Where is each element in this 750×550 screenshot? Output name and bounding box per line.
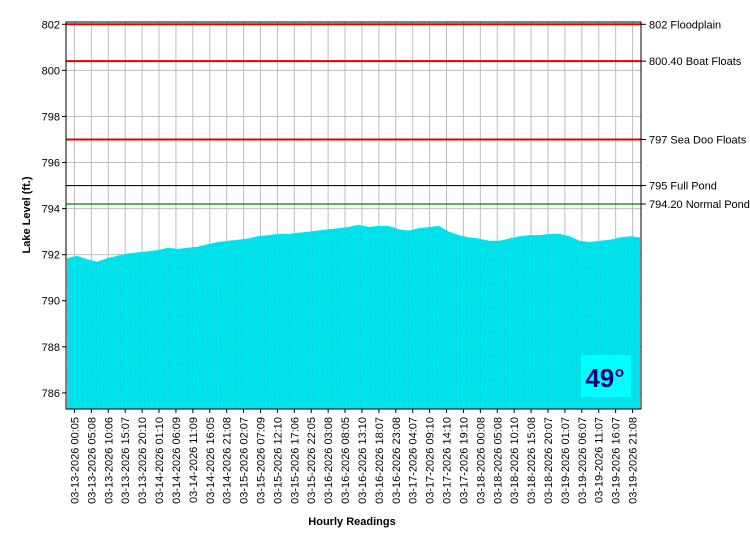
y-tick-label: 790 <box>42 296 60 308</box>
x-axis-title: Hourly Readings <box>308 516 395 528</box>
x-tick-label: 03-17-2026 14:10 <box>442 417 454 504</box>
x-tick-label: 03-19-2026 01:07 <box>560 417 572 504</box>
x-tick-label: 03-16-2026 03:08 <box>323 417 335 504</box>
x-tick-label: 03-13-2026 10:06 <box>103 417 115 504</box>
x-tick-label: 03-14-2026 01:10 <box>154 417 166 504</box>
x-tick-label: 03-18-2026 20:07 <box>543 417 555 504</box>
x-tick-label: 03-19-2026 11:07 <box>594 417 606 503</box>
x-tick-label: 03-18-2026 05:08 <box>492 417 504 504</box>
area-layer <box>67 224 640 409</box>
y-tick-label: 792 <box>42 250 60 262</box>
y-tick-label: 798 <box>42 111 60 123</box>
temperature-text: 49° <box>585 363 624 393</box>
y-axis-ticks: 786 788 790 792 794 796 798 800 802 <box>42 19 66 400</box>
reference-label: 800.40 Boat Floats <box>649 56 742 68</box>
x-tick-label: 03-18-2026 00:08 <box>475 417 487 504</box>
x-tick-label: 03-17-2026 04:07 <box>408 417 420 504</box>
temperature-badge: 49° <box>581 355 631 397</box>
reference-lines: 802 Floodplain 800.40 Boat Floats 797 Sea … <box>66 19 750 211</box>
reference-label: 797 Sea Doo Floats <box>649 134 747 146</box>
x-tick-label: 03-13-2026 00:05 <box>69 417 81 504</box>
x-tick-label: 03-19-2026 16:07 <box>611 417 623 504</box>
x-tick-label: 03-14-2026 11:09 <box>188 417 200 503</box>
x-tick-label: 03-14-2026 21:08 <box>222 417 234 504</box>
reference-label: 794.20 Normal Pond <box>649 199 750 211</box>
temperature-badge-background <box>581 355 631 397</box>
x-tick-label: 03-17-2026 09:10 <box>425 417 437 504</box>
y-tick-label: 796 <box>42 158 60 170</box>
x-tick-label: 03-14-2026 06:09 <box>171 417 183 504</box>
x-tick-label: 03-16-2026 23:08 <box>391 417 403 504</box>
y-axis-title: Lake Level (ft.) <box>21 176 33 253</box>
plot-frame <box>65 21 642 410</box>
x-tick-label: 03-16-2026 18:07 <box>374 417 386 504</box>
x-tick-label: 03-13-2026 20:10 <box>137 417 149 504</box>
x-tick-label: 03-19-2026 21:08 <box>628 417 640 504</box>
x-tick-label: 03-15-2026 02:07 <box>239 417 251 504</box>
x-axis-ticks: 03-13-2026 00:05 03-13-2026 05:08 03-13-20… <box>69 409 640 504</box>
x-tick-label: 03-15-2026 22:05 <box>306 417 318 504</box>
x-tick-label: 03-16-2026 08:05 <box>340 417 352 504</box>
y-tick-label: 794 <box>42 204 60 216</box>
x-tick-label: 03-18-2026 15:08 <box>526 417 538 504</box>
y-tick-label: 800 <box>42 65 60 77</box>
x-tick-label: 03-19-2026 06:07 <box>577 417 589 504</box>
reference-label: 802 Floodplain <box>649 19 721 31</box>
x-tick-label: 03-13-2026 05:08 <box>86 417 98 504</box>
x-tick-label: 03-15-2026 07:09 <box>255 417 267 504</box>
y-tick-label: 802 <box>42 19 60 31</box>
x-tick-label: 03-14-2026 16:05 <box>205 417 217 504</box>
reference-label: 795 Full Pond <box>649 181 717 193</box>
x-tick-label: 03-13-2026 15:07 <box>120 417 132 504</box>
x-tick-label: 03-15-2026 17:06 <box>289 417 301 504</box>
x-tick-label: 03-15-2026 12:10 <box>272 417 284 504</box>
y-tick-label: 788 <box>42 342 60 354</box>
x-tick-label: 03-18-2026 10:10 <box>509 417 521 504</box>
x-tick-label: 03-17-2026 19:10 <box>458 417 470 504</box>
x-tick-label: 03-16-2026 13:10 <box>357 417 369 504</box>
y-tick-label: 786 <box>42 388 60 400</box>
